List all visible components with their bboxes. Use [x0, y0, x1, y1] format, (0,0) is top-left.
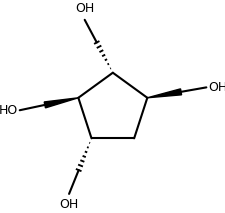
Polygon shape [147, 89, 181, 98]
Text: OH: OH [75, 2, 94, 15]
Text: HO: HO [0, 104, 18, 117]
Polygon shape [44, 98, 78, 108]
Text: OH: OH [207, 81, 225, 94]
Text: OH: OH [59, 199, 78, 212]
